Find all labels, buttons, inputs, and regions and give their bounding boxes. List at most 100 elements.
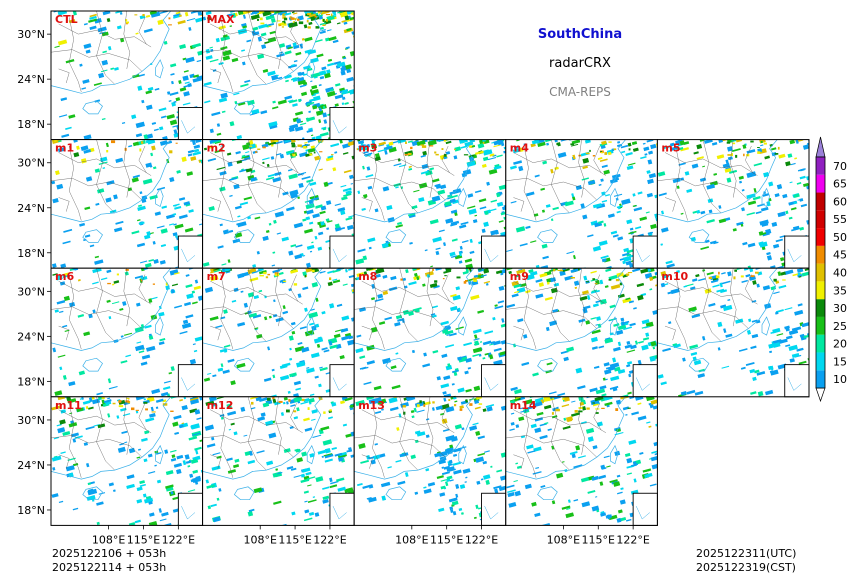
radar-echo-field xyxy=(657,268,810,397)
south-china-sea-inset xyxy=(329,492,355,526)
panel-label: m2 xyxy=(207,142,226,155)
coastline xyxy=(50,10,172,94)
province-border xyxy=(513,325,525,341)
colorbar-frame xyxy=(815,156,826,389)
lat-tick-label: 24°N xyxy=(17,202,45,215)
colorbar-segment xyxy=(816,316,825,335)
panel-label: MAX xyxy=(207,13,235,26)
province-border xyxy=(523,274,537,350)
hainan-island xyxy=(233,357,255,372)
province-border xyxy=(275,396,282,455)
south-china-sea-inset xyxy=(177,492,204,526)
province-border xyxy=(247,10,267,85)
province-border xyxy=(58,68,70,84)
province-border xyxy=(220,274,234,350)
province-border xyxy=(68,17,82,93)
south-china-sea-inset xyxy=(784,364,810,398)
init-time-line-1: 2025122106 + 053h xyxy=(52,547,167,560)
colorbar-segment xyxy=(816,174,825,193)
province-border xyxy=(290,17,299,45)
province-border xyxy=(505,306,597,329)
province-border xyxy=(664,325,676,341)
south-china-sea-inset xyxy=(177,364,204,398)
taiwan-island xyxy=(610,187,619,208)
province-border xyxy=(657,177,749,201)
map-panel-MAX: MAX xyxy=(202,10,355,141)
province-border xyxy=(68,145,82,221)
province-border xyxy=(58,409,152,433)
south-china-sea-inset xyxy=(632,492,658,526)
province-border xyxy=(361,197,373,212)
inset-coast xyxy=(484,505,499,520)
province-border xyxy=(593,145,602,174)
lat-tick-label: 18°N xyxy=(17,504,45,517)
colorbar-segment xyxy=(816,210,825,229)
coastline xyxy=(505,267,626,351)
inset-coast xyxy=(332,505,347,520)
hainan-island xyxy=(233,229,255,243)
south-china-sea-inset xyxy=(177,235,204,269)
hainan-island xyxy=(537,486,558,501)
colorbar-label: 25 xyxy=(833,320,847,333)
taiwan-island xyxy=(761,187,770,208)
province-border xyxy=(210,325,222,341)
map-panel-m8: m8 xyxy=(353,267,507,398)
coastline xyxy=(202,10,323,94)
map-panel-m6: m6 xyxy=(50,267,204,398)
inset-coast xyxy=(332,377,347,391)
south-china-sea-inset xyxy=(784,235,810,269)
coastline xyxy=(505,139,626,223)
hainan-island xyxy=(385,357,407,372)
colorbar-segment xyxy=(816,370,825,388)
south-china-sea-inset xyxy=(177,106,204,141)
colorbar-over-arrow xyxy=(815,136,826,158)
hainan-island xyxy=(233,486,255,501)
map-panel-m1: m1 xyxy=(50,139,204,269)
inset-coast xyxy=(181,505,196,520)
valid-time-cst: 2025122319(CST) xyxy=(696,561,796,574)
province-border xyxy=(578,139,585,198)
lon-tick-label: 122°E xyxy=(465,533,498,546)
province-border xyxy=(354,177,446,201)
lon-tick-label: 115°E xyxy=(430,533,463,546)
south-china-sea-inset xyxy=(481,364,507,398)
coastline xyxy=(50,139,172,223)
province-border xyxy=(96,268,115,342)
province-border xyxy=(702,139,722,214)
panel-background xyxy=(354,268,506,397)
taiwan-island xyxy=(458,316,467,336)
panel-background xyxy=(657,268,809,397)
province-border xyxy=(441,403,450,431)
lon-tick-label: 122°E xyxy=(162,533,195,546)
province-border xyxy=(675,145,688,221)
panel-background xyxy=(202,268,355,397)
colorbar-label: 15 xyxy=(833,355,847,368)
lon-tick-label: 115°E xyxy=(582,533,615,546)
province-border xyxy=(513,152,607,176)
province-border xyxy=(50,177,143,201)
province-border xyxy=(505,435,597,458)
map-panel-m11: m11 xyxy=(50,396,204,526)
province-border xyxy=(275,139,282,198)
province-border xyxy=(138,274,147,302)
inset-coast xyxy=(787,248,802,263)
hainan-island xyxy=(385,486,407,501)
province-border xyxy=(202,177,294,201)
province-border xyxy=(247,268,267,342)
lon-tick-label: 108°E xyxy=(243,533,276,546)
colorbar-label: 55 xyxy=(833,213,847,226)
taiwan-island xyxy=(458,444,467,465)
province-border xyxy=(202,49,294,72)
province-border xyxy=(551,139,570,214)
province-border xyxy=(664,280,758,305)
radar-echo-field xyxy=(52,268,203,397)
province-border xyxy=(702,268,722,342)
hainan-island xyxy=(82,229,103,243)
map-panel-m4: m4 xyxy=(505,139,658,269)
province-border xyxy=(210,68,222,84)
coastline xyxy=(202,396,323,480)
province-border xyxy=(210,23,303,48)
colorbar-segment xyxy=(816,245,825,264)
colorbar-label: 65 xyxy=(833,178,847,191)
